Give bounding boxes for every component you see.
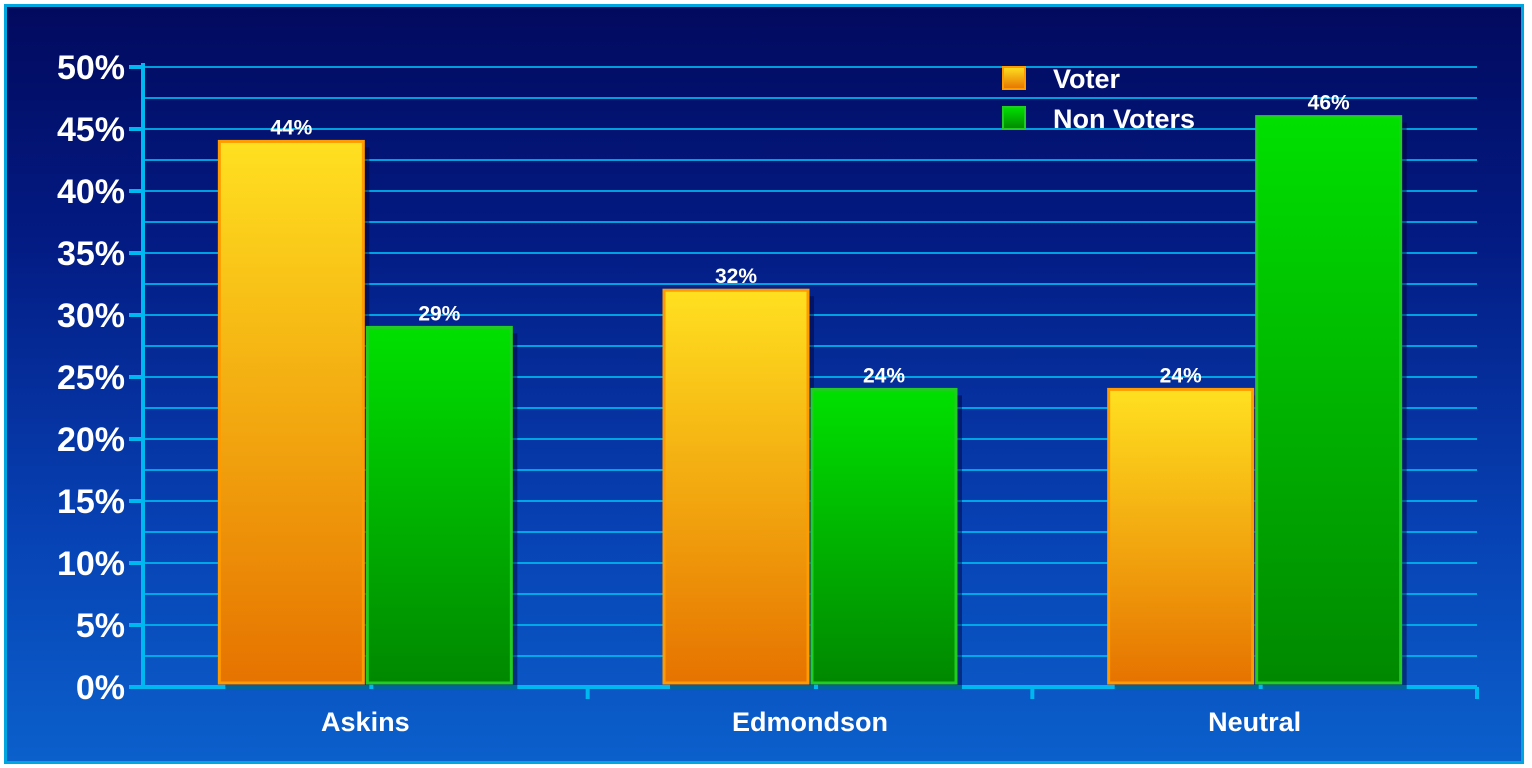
bar-voter-neutral xyxy=(1107,387,1255,685)
y-tick-label: 45% xyxy=(57,111,125,149)
y-tick-label: 15% xyxy=(57,483,125,521)
bar-non-voters-edmondson xyxy=(810,387,958,685)
legend-swatch-voter xyxy=(1002,66,1026,90)
gridlines xyxy=(143,66,1477,657)
y-tick-label: 5% xyxy=(76,607,125,645)
category-label-edmondson: Edmondson xyxy=(732,707,888,737)
bar-non-voters-neutral xyxy=(1255,115,1403,685)
y-tick-label: 25% xyxy=(57,359,125,397)
legend: Voter Non Voters xyxy=(1002,64,1195,134)
labels: 0% 5% 10% 15% 20% 25% 30% 35% 40% 45% 50% 44% 29% Ask… xyxy=(57,49,1350,737)
y-tick-label: 50% xyxy=(57,49,125,87)
bar-voter-edmondson xyxy=(662,288,810,685)
bars xyxy=(217,115,1407,690)
bar-voter-askins xyxy=(217,139,365,685)
bar-non-voters-askins xyxy=(365,325,513,685)
data-label-non-voters-edmondson: 24% xyxy=(863,364,905,387)
data-label-voter-neutral: 24% xyxy=(1160,364,1202,387)
legend-label-voter: Voter xyxy=(1053,64,1121,94)
legend-swatch-non-voters xyxy=(1002,106,1026,130)
data-label-voter-edmondson: 32% xyxy=(715,265,757,288)
y-tick-label: 0% xyxy=(76,669,125,707)
data-label-voter-askins: 44% xyxy=(270,116,312,139)
data-label-non-voters-askins: 29% xyxy=(418,302,460,325)
y-tick-label: 35% xyxy=(57,235,125,273)
chart-frame: 0% 5% 10% 15% 20% 25% 30% 35% 40% 45% 50% 44% 29% Ask… xyxy=(4,4,1524,764)
legend-label-non-voters: Non Voters xyxy=(1053,104,1195,134)
bar-chart: 0% 5% 10% 15% 20% 25% 30% 35% 40% 45% 50% 44% 29% Ask… xyxy=(57,49,1479,737)
data-label-non-voters-neutral: 46% xyxy=(1308,92,1350,115)
y-tick-label: 30% xyxy=(57,297,125,335)
category-label-neutral: Neutral xyxy=(1208,707,1301,737)
y-tick-label: 10% xyxy=(57,545,125,583)
y-tick-label: 40% xyxy=(57,173,125,211)
y-tick-label: 20% xyxy=(57,421,125,459)
axes xyxy=(129,63,1479,699)
category-label-askins: Askins xyxy=(321,707,410,737)
